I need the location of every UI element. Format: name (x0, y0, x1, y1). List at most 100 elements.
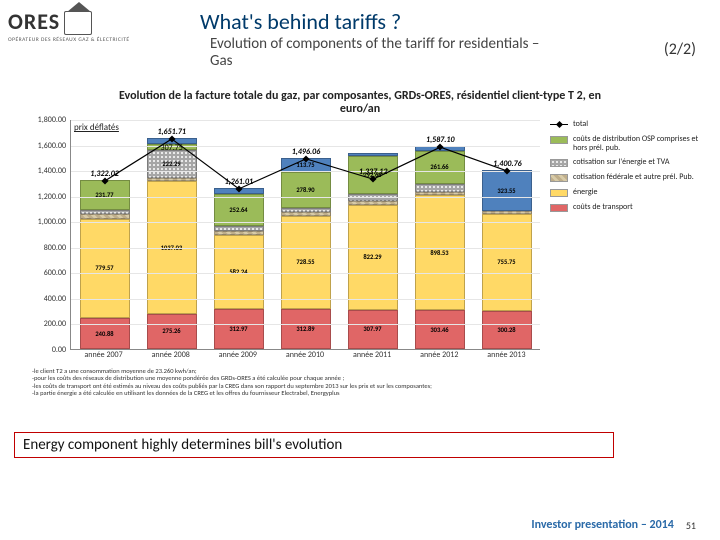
page-number: 51 (686, 519, 696, 532)
logo-subtitle: OPÉRATEUR DES RÉSEAUX GAZ & ÉLECTRICITÉ (8, 37, 158, 43)
x-tick: année 2009 (213, 350, 263, 360)
segment-value: 312.89 (296, 325, 314, 333)
y-tick: 200.00 (44, 319, 66, 329)
bar-segment-couts_transport: 240.88 (80, 318, 130, 349)
segment-value: 300.28 (497, 326, 515, 334)
legend-total: total (550, 120, 700, 129)
segment-value: 278.90 (296, 186, 314, 194)
footer-text: Investor presentation – 2014 (531, 518, 673, 532)
bar-segment-couts_distribution_prel: 261.66 (415, 151, 465, 184)
bar-column: 275.261037.03222.29 (147, 138, 197, 349)
segment-value: 240.88 (95, 330, 113, 338)
segment-value: 312.97 (229, 325, 247, 333)
bar-segment-cotisation_energie_tva: 222.29 (147, 150, 197, 178)
swatch-icon (550, 136, 568, 144)
segment-value: 231.77 (95, 191, 113, 199)
y-tick: 0.00 (52, 345, 66, 355)
ores-logo: ORES OPÉRATEUR DES RÉSEAUX GAZ & ÉLECTRI… (8, 8, 158, 43)
bar-segment-energie: 779.57 (80, 219, 130, 319)
bar-segment-energie: 755.75 (482, 214, 532, 311)
x-tick: année 2012 (414, 350, 464, 360)
y-tick: 1,000.00 (38, 217, 66, 227)
footnote-line: -la partie énergie a été calculée en uti… (32, 390, 672, 397)
total-label: 1,496.06 (292, 147, 321, 157)
chart-title: Evolution de la facture totale du gaz, p… (110, 90, 610, 116)
house-icon (64, 11, 92, 35)
segment-value: 779.57 (95, 264, 113, 272)
total-label: 1,651.71 (157, 127, 186, 137)
y-tick: 800.00 (44, 243, 66, 253)
y-tick: 1,600.00 (38, 141, 66, 151)
swatch-icon (550, 159, 568, 167)
page-title: What's behind tariffs ? (200, 8, 401, 35)
legend-cotisation_energie_tva: cotisation sur l'énergie et TVA (550, 158, 700, 167)
bar-segment-energie: 898.53 (415, 195, 465, 310)
bar-segment-couts_transport: 312.97 (214, 309, 264, 349)
x-tick: année 2008 (146, 350, 196, 360)
page-indicator: (2/2) (664, 40, 696, 59)
x-axis: année 2007 année 2008 année 2009 année 2010… (70, 350, 540, 360)
segment-value: 755.75 (497, 258, 515, 266)
legend-label: cotisation fédérale et autre prél. Pub. (573, 173, 694, 182)
y-tick: 400.00 (44, 294, 66, 304)
y-tick: 1,800.00 (38, 115, 66, 125)
y-tick: 600.00 (44, 268, 66, 278)
x-tick: année 2007 (79, 350, 129, 360)
bar-segment-couts_transport: 303.46 (415, 310, 465, 349)
bar-segment-cotisation_energie_tva (415, 184, 465, 191)
bar-segment-energie: 822.29 (348, 205, 398, 310)
legend-couts_distribution_prel: coûts de distribution OSP comprises et h… (550, 135, 700, 153)
legend-label: cotisation sur l'énergie et TVA (573, 158, 669, 167)
segment-value: 582.24 (229, 268, 247, 276)
legend-label: énergie (573, 188, 597, 197)
y-axis: 0.00200.00400.00600.00800.001,000.001,20… (20, 120, 70, 350)
bar-segment-energie: 582.24 (214, 235, 264, 309)
page-subtitle: Evolution of components of the tariff fo… (210, 36, 550, 71)
chart-legend: total coûts de distribution OSP comprises… (550, 120, 700, 218)
plot-area: 240.88 779.57 231.77 275.261037.03222.29 312… (70, 120, 540, 350)
x-tick: année 2010 (280, 350, 330, 360)
chart-footnotes: -le client T2 a une consommation moyenne… (32, 368, 672, 398)
segment-value: 323.55 (497, 187, 515, 195)
swatch-icon (550, 174, 568, 182)
bar-column: 312.89728.55278.90113.75 (281, 158, 331, 349)
tariff-chart: Evolution de la facture totale du gaz, p… (20, 90, 700, 420)
total-label: 1,587.10 (426, 135, 455, 145)
legend-label: total (573, 120, 588, 129)
legend-label: coûts de transport (573, 203, 633, 212)
segment-value: 222.29 (162, 160, 180, 168)
legend-couts_transport: coûts de transport (550, 203, 700, 212)
logo-brand: ORES (8, 8, 60, 35)
extra-value: 307.75 (161, 143, 183, 153)
x-tick: année 2011 (347, 350, 397, 360)
y-tick: 1,200.00 (38, 192, 66, 202)
segment-value: 275.26 (162, 327, 180, 335)
legend-cotisation_federale: cotisation fédérale et autre prél. Pub. (550, 173, 700, 182)
segment-value: 307.97 (363, 325, 381, 333)
segment-value: 303.46 (430, 326, 448, 334)
bar-segment-couts_transport: 300.28 (482, 311, 532, 349)
total-label: 1,322.02 (90, 169, 119, 179)
total-label: 1,337.12 (359, 167, 388, 177)
bar-segment-energie: 728.55 (281, 216, 331, 309)
segment-value: 728.55 (296, 258, 314, 266)
x-tick: année 2013 (481, 350, 531, 360)
bar-segment-couts_transport: 312.89 (281, 309, 331, 349)
y-tick: 1,400.00 (38, 166, 66, 176)
swatch-icon (550, 189, 568, 197)
swatch-icon (550, 204, 568, 212)
legend-label: coûts de distribution OSP comprises et h… (573, 135, 700, 153)
bar-segment-couts_distribution_prel: 278.90 (281, 172, 331, 208)
bar-segment-couts_distribution_osp: 323.55 (482, 170, 532, 211)
total-label: 1,261.01 (225, 177, 254, 187)
bar-segment-couts_transport: 307.97 (348, 310, 398, 349)
legend-energie: énergie (550, 188, 700, 197)
slide-footer: Investor presentation – 2014 51 (531, 518, 696, 532)
highlight-callout: Energy component highly determines bill'… (14, 432, 614, 458)
total-label: 1,400.76 (493, 159, 522, 169)
segment-value: 822.29 (363, 253, 381, 261)
bar-segment-couts_transport: 275.26 (147, 314, 197, 349)
segment-value: 252.64 (229, 206, 247, 214)
segment-value: 898.53 (430, 249, 448, 257)
line-icon (550, 124, 568, 125)
